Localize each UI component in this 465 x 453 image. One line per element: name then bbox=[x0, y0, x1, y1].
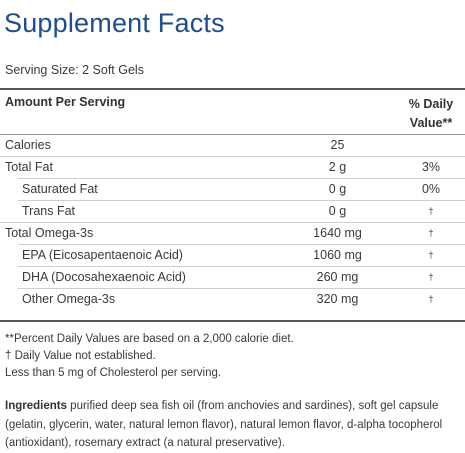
nutrient-daily-value: 0% bbox=[421, 182, 441, 196]
nutrient-row-saturated-fat: Saturated Fat 0 g 0% bbox=[0, 179, 465, 201]
nutrient-amount: 1640 mg bbox=[313, 226, 362, 240]
row-divider bbox=[18, 178, 465, 179]
nutrient-amount: 0 g bbox=[328, 182, 347, 196]
nutrient-name: Trans Fat bbox=[22, 204, 76, 218]
nutrient-name: EPA (Eicosapentaenoic Acid) bbox=[22, 248, 183, 262]
nutrient-daily-value: † bbox=[428, 294, 434, 304]
nutrient-daily-value: † bbox=[428, 206, 434, 216]
row-divider bbox=[18, 288, 465, 289]
nutrient-name: Total Fat bbox=[5, 160, 53, 174]
daily-value-header: % Daily Value** bbox=[400, 95, 462, 133]
row-divider bbox=[18, 266, 465, 267]
nutrient-row-dha: DHA (Docosahexaenoic Acid) 260 mg † bbox=[0, 267, 465, 289]
nutrient-name: Total Omega-3s bbox=[5, 226, 94, 240]
nutrient-daily-value: † bbox=[428, 250, 434, 260]
nutrient-amount: 260 mg bbox=[316, 270, 359, 284]
nutrient-amount: 1060 mg bbox=[313, 248, 362, 262]
nutrient-name: Saturated Fat bbox=[22, 182, 98, 196]
nutrient-name: Calories bbox=[5, 138, 51, 152]
nutrient-row-total-omega-3s: Total Omega-3s 1640 mg † bbox=[0, 223, 465, 245]
row-divider bbox=[0, 156, 465, 157]
amount-per-serving-header: Amount Per Serving bbox=[5, 95, 126, 109]
nutrient-name: Other Omega-3s bbox=[22, 292, 116, 306]
row-divider bbox=[18, 200, 465, 201]
ingredients-label: Ingredients bbox=[5, 400, 67, 412]
nutrient-row-epa: EPA (Eicosapentaenoic Acid) 1060 mg † bbox=[0, 245, 465, 267]
nutrient-row-total-fat: Total Fat 2 g 3% bbox=[0, 157, 465, 179]
nutrient-daily-value: † bbox=[428, 228, 434, 238]
daily-value-header-line2: Value** bbox=[409, 116, 453, 130]
nutrient-name: DHA (Docosahexaenoic Acid) bbox=[22, 270, 186, 284]
nutrient-amount: 25 bbox=[330, 138, 345, 152]
panel-title: Supplement Facts bbox=[4, 8, 225, 38]
row-divider bbox=[0, 222, 465, 223]
nutrient-daily-value: † bbox=[428, 272, 434, 282]
serving-size: Serving Size: 2 Soft Gels bbox=[5, 63, 144, 77]
footnote-dv-not-established: † Daily Value not established. bbox=[5, 350, 156, 362]
nutrient-amount: 2 g bbox=[328, 160, 347, 174]
ingredients-statement: Ingredients purified deep sea fish oil (… bbox=[5, 397, 465, 453]
header-rule bbox=[0, 134, 465, 135]
nutrient-amount: 320 mg bbox=[316, 292, 359, 306]
bottom-rule bbox=[0, 320, 465, 322]
row-divider bbox=[18, 244, 465, 245]
nutrient-daily-value: 3% bbox=[421, 160, 441, 174]
nutrient-row-other-omega-3s: Other Omega-3s 320 mg † bbox=[0, 289, 465, 311]
nutrient-row-calories: Calories 25 bbox=[0, 135, 465, 157]
daily-value-header-line1: % Daily bbox=[408, 97, 454, 111]
top-rule bbox=[0, 88, 465, 90]
nutrient-amount: 0 g bbox=[328, 204, 347, 218]
footnote-percent-dv: **Percent Daily Values are based on a 2,… bbox=[5, 333, 294, 345]
nutrient-row-trans-fat: Trans Fat 0 g † bbox=[0, 201, 465, 223]
footnote-cholesterol: Less than 5 mg of Cholesterol per servin… bbox=[5, 367, 222, 379]
ingredients-text: purified deep sea fish oil (from anchovi… bbox=[5, 400, 443, 449]
